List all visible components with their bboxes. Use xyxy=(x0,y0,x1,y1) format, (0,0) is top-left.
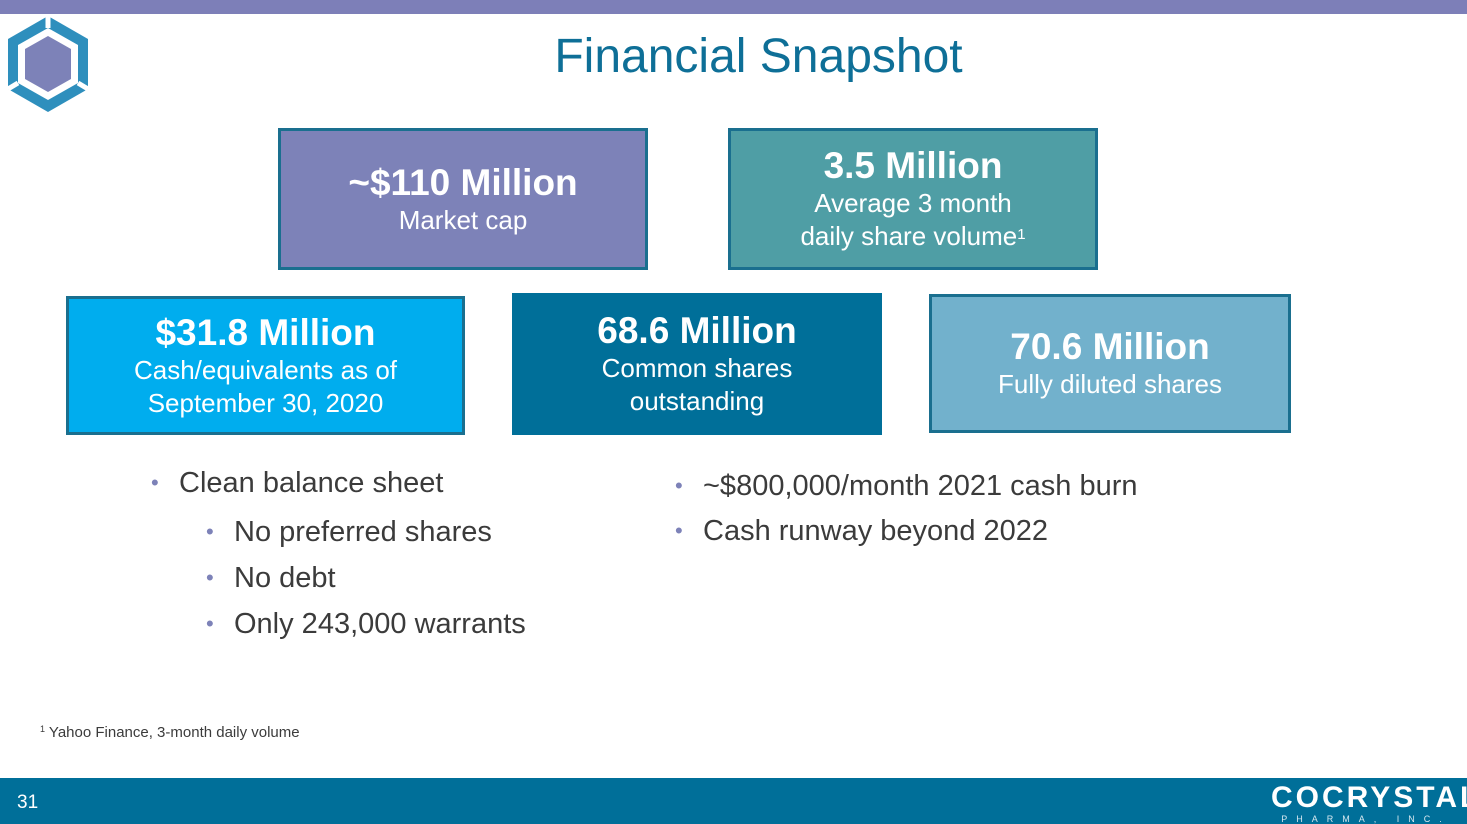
bullet-dot-icon: • xyxy=(206,565,214,590)
bullet-clean-balance-sheet: • Clean balance sheet xyxy=(151,467,444,499)
bullet-dot-icon: • xyxy=(206,519,214,544)
footnote: 1 Yahoo Finance, 3-month daily volume xyxy=(40,724,300,741)
cash-label-line2: September 30, 2020 xyxy=(147,387,384,418)
sub-bullet-item: • No debt xyxy=(206,562,336,594)
brand-name: COCRYSTAL xyxy=(1271,781,1467,814)
common-shares-label-line2: outstanding xyxy=(629,386,765,416)
bullet-dot-icon: • xyxy=(675,518,683,543)
slide-title: Financial Snapshot xyxy=(554,30,963,83)
common-shares-box: 68.6 Million Common shares outstanding xyxy=(512,293,882,435)
market-cap-label: Market cap xyxy=(398,204,528,235)
share-volume-label-line2: daily share volume1 xyxy=(800,221,1026,251)
share-volume-value: 3.5 Million xyxy=(823,145,1003,186)
market-cap-value: ~$110 Million xyxy=(348,161,578,203)
top-accent-bar xyxy=(0,0,1467,14)
cash-value: $31.8 Million xyxy=(155,311,376,353)
diluted-shares-label: Fully diluted shares xyxy=(998,369,1222,399)
diluted-shares-box: 70.6 Million Fully diluted shares xyxy=(929,294,1291,433)
market-cap-box: ~$110 Million Market cap xyxy=(278,128,648,270)
brand-subtitle: PHARMA, INC. xyxy=(1281,814,1451,824)
footnote-marker: 1 xyxy=(1017,226,1026,243)
diluted-shares-value: 70.6 Million xyxy=(1010,326,1210,367)
bullet-cash-runway: • Cash runway beyond 2022 xyxy=(675,515,1049,547)
bullet-dot-icon: • xyxy=(151,470,159,495)
hexagon-logo-icon xyxy=(6,16,90,112)
share-volume-label-line1: Average 3 month xyxy=(814,188,1012,218)
bullet-cash-burn: • ~$800,000/month 2021 cash burn xyxy=(675,470,1138,502)
bottom-bar: 31 COCRYSTAL PHARMA, INC. xyxy=(0,778,1467,824)
cash-label-line1: Cash/equivalents as of xyxy=(133,354,398,385)
sub-bullet-item: • No preferred shares xyxy=(206,516,492,548)
sub-bullet-item: • Only 243,000 warrants xyxy=(206,608,526,640)
page-number: 31 xyxy=(17,792,39,813)
common-shares-value: 68.6 Million xyxy=(597,310,797,351)
brand-logo: COCRYSTAL PHARMA, INC. xyxy=(1271,781,1467,824)
bullet-dot-icon: • xyxy=(206,611,214,636)
cash-box: $31.8 Million Cash/equivalents as of Sep… xyxy=(66,296,465,435)
common-shares-label-line1: Common shares xyxy=(601,353,793,383)
bullet-dot-icon: • xyxy=(675,473,683,498)
share-volume-box: 3.5 Million Average 3 month daily share … xyxy=(728,128,1098,270)
